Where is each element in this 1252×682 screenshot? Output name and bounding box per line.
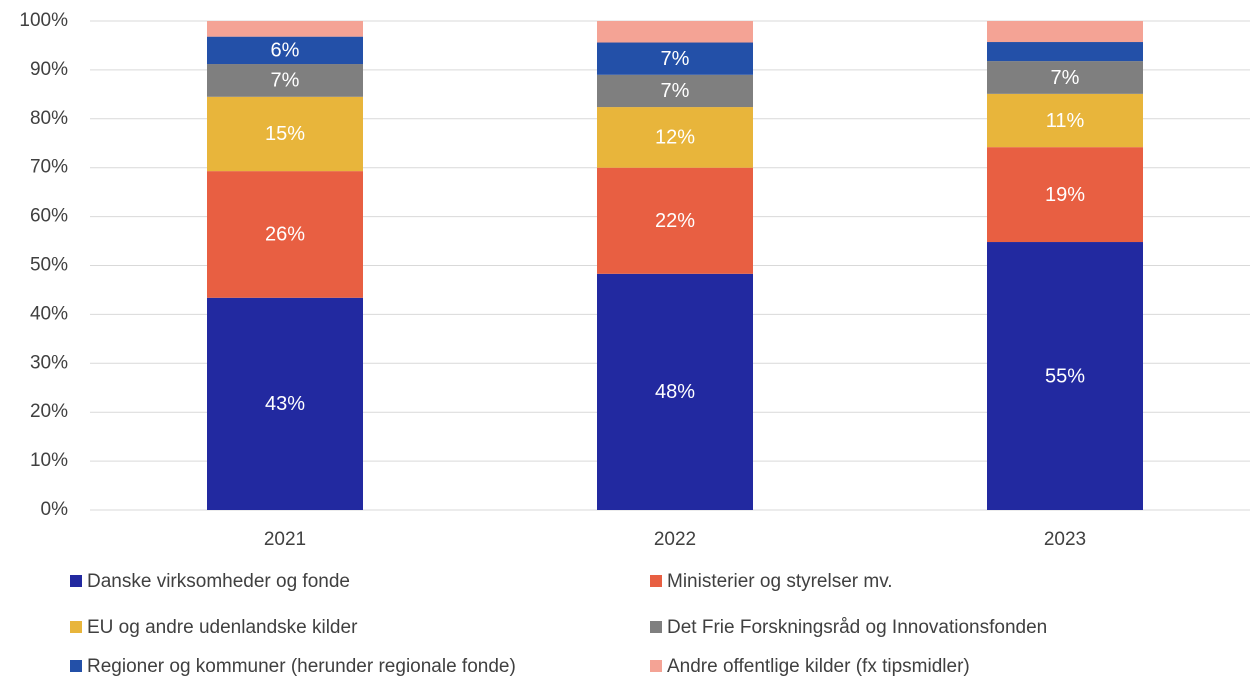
bar-segment xyxy=(987,61,1143,94)
data-label: 7% xyxy=(661,48,690,70)
bar-segment xyxy=(207,171,363,298)
bar-segment xyxy=(207,64,363,97)
data-label: 7% xyxy=(1051,67,1080,89)
bar-segment xyxy=(597,107,753,168)
x-tick-label: 2022 xyxy=(654,529,696,550)
bar-segment xyxy=(987,42,1143,62)
y-tick-label: 0% xyxy=(41,499,69,520)
legend-label: Danske virksomheder og fonde xyxy=(87,571,350,592)
bar-segment xyxy=(597,21,753,43)
legend-swatch xyxy=(70,621,82,633)
legend-swatch xyxy=(650,660,662,672)
legend-swatch xyxy=(70,660,82,672)
y-tick-label: 70% xyxy=(30,157,68,178)
data-label: 7% xyxy=(271,70,300,92)
y-tick-label: 10% xyxy=(30,450,68,471)
legend-swatch xyxy=(70,575,82,587)
data-label: 12% xyxy=(655,127,695,149)
data-label: 19% xyxy=(1045,184,1085,206)
legend-swatch xyxy=(650,575,662,587)
data-label: 15% xyxy=(265,123,305,145)
data-label: 22% xyxy=(655,210,695,232)
y-tick-label: 90% xyxy=(30,59,68,80)
x-tick-label: 2021 xyxy=(264,529,306,550)
data-label: 11% xyxy=(1046,110,1085,132)
data-label: 43% xyxy=(265,393,305,415)
y-tick-label: 80% xyxy=(30,108,68,129)
legend-label: Andre offentlige kilder (fx tipsmidler) xyxy=(667,656,970,677)
bar-segment xyxy=(597,167,753,274)
legend-label: Regioner og kommuner (herunder regionale… xyxy=(87,656,516,677)
bar-segment xyxy=(987,93,1143,148)
bar-segment xyxy=(987,21,1143,43)
legend-label: Det Frie Forskningsråd og Innovationsfon… xyxy=(667,617,1047,638)
bar-segment xyxy=(207,21,363,37)
x-tick-label: 2023 xyxy=(1044,529,1086,550)
y-tick-label: 100% xyxy=(19,10,68,31)
y-tick-label: 30% xyxy=(30,352,68,373)
data-label: 7% xyxy=(661,80,690,102)
bar-segment xyxy=(987,242,1143,510)
y-tick-label: 40% xyxy=(30,303,68,324)
legend-label: Ministerier og styrelser mv. xyxy=(667,571,893,592)
bar-segment xyxy=(597,42,753,75)
legend-swatch xyxy=(650,621,662,633)
bar-segment xyxy=(597,74,753,108)
data-label: 48% xyxy=(655,381,695,403)
data-label: 6% xyxy=(271,40,300,62)
legend-label: EU og andre udenlandske kilder xyxy=(87,617,358,638)
data-label: 55% xyxy=(1045,365,1085,387)
y-tick-label: 60% xyxy=(30,206,68,227)
y-tick-label: 20% xyxy=(30,401,68,422)
bar-segment xyxy=(207,96,363,172)
bar-segment xyxy=(207,297,363,510)
data-label: 26% xyxy=(265,224,305,246)
bar-segment xyxy=(207,36,363,65)
bar-segment xyxy=(597,273,753,510)
y-tick-label: 50% xyxy=(30,255,68,276)
bar-segment xyxy=(987,147,1143,243)
